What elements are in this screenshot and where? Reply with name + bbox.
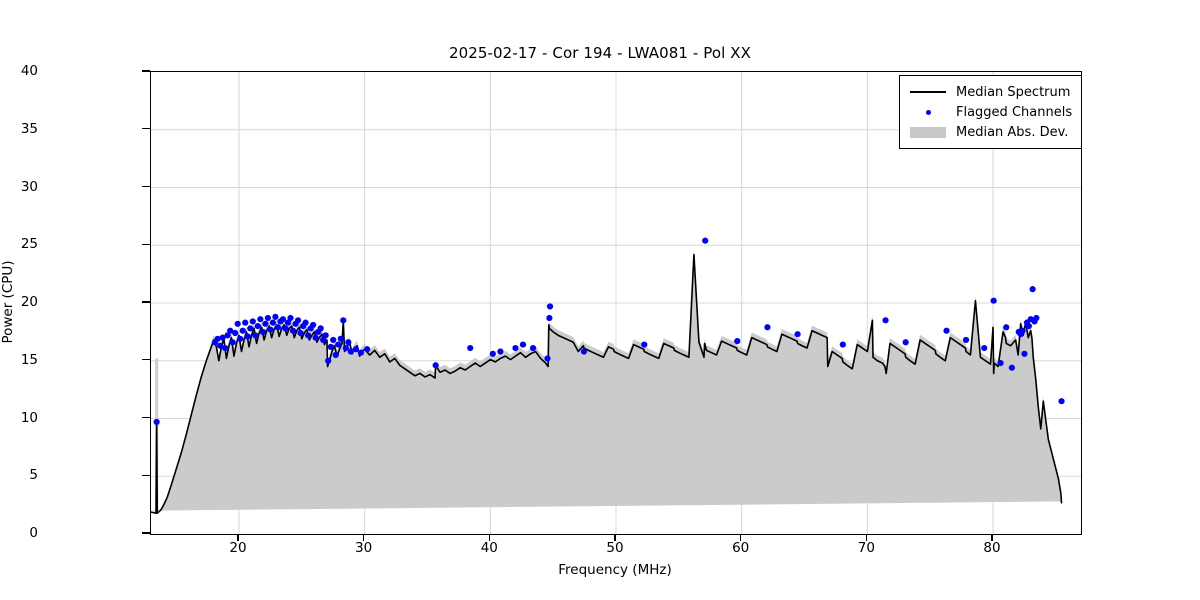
legend-item-flagged-channels: Flagged Channels bbox=[908, 102, 1072, 122]
x-tick-label: 60 bbox=[732, 540, 750, 556]
y-tick-label: 20 bbox=[20, 294, 38, 310]
y-tick-label: 15 bbox=[20, 351, 38, 368]
y-tick-label: 35 bbox=[20, 120, 38, 137]
x-tick-label: 30 bbox=[355, 540, 373, 556]
legend-label: Flagged Channels bbox=[956, 104, 1073, 120]
y-axis-label: Power (CPU) bbox=[0, 260, 16, 344]
x-tick-mark bbox=[740, 533, 742, 541]
y-tick-mark bbox=[142, 532, 150, 534]
legend-item-median-spectrum: Median Spectrum bbox=[908, 82, 1072, 102]
y-tick-label: 0 bbox=[29, 525, 38, 541]
x-tick-label: 40 bbox=[480, 540, 498, 556]
x-tick-mark bbox=[614, 533, 616, 541]
x-tick-mark bbox=[991, 533, 993, 541]
x-tick-mark bbox=[488, 533, 490, 541]
y-tick-label: 40 bbox=[20, 63, 38, 79]
x-axis-label: Frequency (MHz) bbox=[558, 562, 672, 578]
median-abs-dev-band bbox=[151, 249, 1062, 512]
x-tick-mark bbox=[362, 533, 365, 541]
y-tick-mark bbox=[142, 128, 150, 130]
flagged-channel-markers bbox=[153, 237, 1065, 426]
dot-swatch-icon bbox=[908, 103, 948, 121]
y-tick-mark bbox=[142, 185, 150, 188]
x-tick-label: 80 bbox=[983, 540, 1001, 556]
chart-legend: Median Spectrum Flagged Channels Median … bbox=[899, 75, 1083, 149]
x-tick-label: 20 bbox=[229, 540, 247, 556]
x-tick-mark bbox=[237, 533, 239, 541]
y-tick-label: 10 bbox=[20, 409, 38, 426]
y-tick-label: 5 bbox=[29, 467, 38, 484]
median-spectrum-line bbox=[151, 253, 1063, 515]
line-swatch-icon bbox=[908, 83, 948, 101]
x-tick-label: 50 bbox=[606, 540, 624, 556]
y-tick-mark bbox=[142, 359, 150, 361]
legend-item-median-abs-dev: Median Abs. Dev. bbox=[908, 122, 1072, 142]
y-tick-mark bbox=[142, 70, 150, 72]
legend-label: Median Spectrum bbox=[956, 84, 1071, 100]
y-tick-mark bbox=[142, 301, 150, 303]
y-tick-mark bbox=[142, 243, 150, 245]
y-tick-label: 25 bbox=[20, 236, 38, 253]
x-tick-mark bbox=[865, 533, 867, 541]
band-swatch-icon bbox=[908, 123, 948, 141]
legend-label: Median Abs. Dev. bbox=[956, 124, 1069, 140]
x-tick-label: 70 bbox=[857, 540, 875, 556]
spectrum-plot bbox=[151, 72, 1081, 534]
y-tick-mark bbox=[142, 416, 150, 419]
y-tick-label: 30 bbox=[20, 178, 38, 195]
chart-title: 2025-02-17 - Cor 194 - LWA081 - Pol XX bbox=[448, 44, 752, 62]
y-tick-mark bbox=[142, 474, 150, 476]
